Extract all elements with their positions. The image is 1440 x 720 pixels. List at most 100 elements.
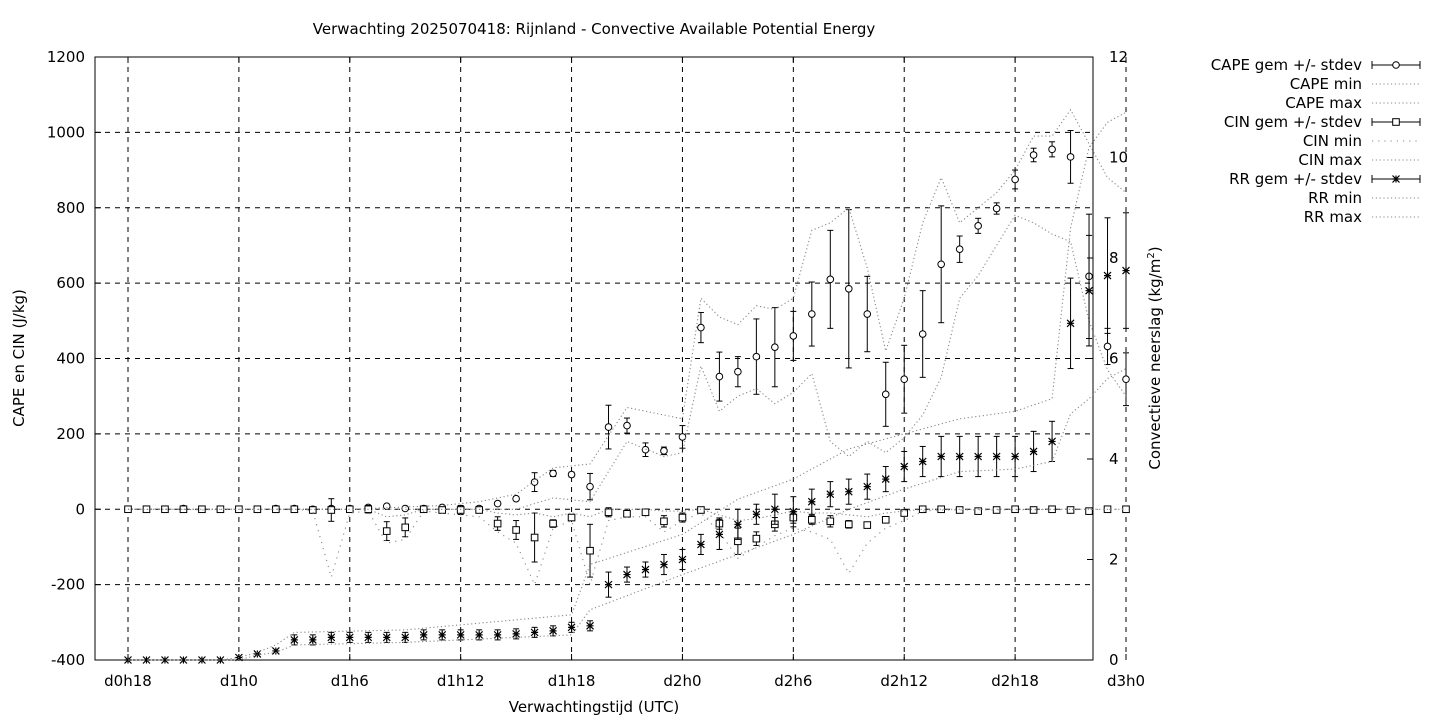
y2-axis-label-sup: 2	[1146, 252, 1157, 258]
data-point-star	[549, 626, 557, 635]
data-point-square	[604, 508, 613, 517]
x-tick-label: d2h0	[663, 672, 701, 690]
data-point-star	[641, 565, 650, 574]
series-cape-min	[128, 214, 1127, 510]
data-point-star	[475, 630, 484, 639]
data-point-circle	[586, 482, 594, 491]
series-line	[128, 111, 1127, 661]
data-point-square	[808, 516, 816, 524]
data-point-star	[290, 635, 299, 644]
data-point-square	[475, 506, 483, 514]
legend-label: CAPE min	[1290, 75, 1362, 93]
data-point-square	[1011, 505, 1019, 514]
data-point-square	[438, 506, 446, 514]
legend-label: CIN min	[1303, 132, 1362, 150]
data-point-star	[1103, 271, 1112, 280]
data-point-square	[142, 505, 151, 514]
data-point-circle	[530, 478, 539, 486]
data-point-star	[438, 630, 447, 639]
data-point-square	[290, 505, 299, 514]
series-rr-gem-stdev	[124, 212, 1130, 664]
data-point-star	[900, 462, 909, 471]
series-rr-min	[128, 368, 1127, 661]
data-point-star	[733, 520, 742, 529]
series-cin-gem-stdev	[124, 498, 1130, 578]
series-line	[128, 368, 1127, 661]
x-tick-label: d1h12	[437, 672, 485, 690]
data-point-star	[161, 656, 169, 664]
data-point-star	[216, 656, 225, 664]
y-tick-label: 600	[56, 274, 85, 292]
chart-title: Verwachting 2025070418: Rijnland - Conve…	[313, 20, 876, 38]
series-line	[128, 108, 1127, 510]
data-point-star	[364, 633, 373, 642]
y-tick-label: 200	[56, 425, 85, 443]
x-tick-label: d1h0	[220, 672, 258, 690]
x-tick-label: d2h18	[991, 672, 1039, 690]
data-point-star	[253, 650, 262, 658]
x-tick-label: d1h18	[548, 672, 596, 690]
data-point-star	[512, 629, 521, 638]
series-cin-min	[128, 508, 1127, 587]
data-point-square	[493, 519, 502, 528]
data-point-square	[1048, 505, 1056, 514]
data-point-circle	[863, 310, 872, 318]
data-point-circle	[1122, 375, 1130, 384]
data-point-circle	[567, 470, 576, 479]
data-point-star	[1066, 319, 1075, 328]
data-point-square	[826, 517, 835, 526]
data-series	[124, 108, 1130, 664]
data-point-circle	[1048, 145, 1056, 154]
data-point-circle	[623, 421, 631, 430]
data-point-square	[678, 513, 687, 522]
data-point-square	[992, 506, 1001, 514]
data-point-square	[974, 507, 982, 515]
data-point-star	[918, 457, 927, 466]
data-point-circle	[697, 323, 705, 332]
data-point-circle	[1011, 175, 1019, 184]
data-point-star	[401, 633, 410, 642]
data-point-star	[345, 633, 354, 642]
data-point-circle	[734, 367, 742, 376]
data-point-square	[161, 505, 169, 514]
data-point-star	[623, 570, 631, 579]
data-point-star	[937, 452, 946, 461]
legend-label: RR gem +/- stdev	[1229, 170, 1362, 188]
data-point-square	[900, 509, 909, 517]
data-point-square	[1085, 507, 1093, 515]
data-point-square	[401, 523, 410, 532]
y2-axis-label: Convectieve neerslag (kg/m2)	[1146, 246, 1164, 469]
y2-tick-label: 12	[1109, 48, 1128, 66]
data-point-circle	[789, 332, 798, 340]
data-point-star	[826, 490, 835, 499]
legend-label: CAPE max	[1285, 94, 1362, 112]
data-point-star	[660, 560, 668, 569]
x-tick-label: d2h6	[774, 672, 812, 690]
data-point-star	[752, 510, 761, 519]
data-point-circle	[1029, 151, 1038, 159]
data-point-square	[623, 509, 631, 518]
data-point-star	[1011, 452, 1020, 461]
data-point-square	[660, 517, 668, 526]
y-tick-label: 1000	[47, 123, 85, 141]
data-point-circle	[955, 245, 964, 254]
data-point-square	[1392, 118, 1400, 126]
plot-border	[94, 56, 1094, 661]
data-point-star	[271, 647, 280, 655]
data-point-square	[179, 505, 188, 514]
grid	[95, 57, 1127, 660]
data-point-star	[142, 656, 151, 664]
x-tick-label: d3h0	[1107, 672, 1145, 690]
data-point-square	[382, 527, 391, 535]
data-point-circle	[918, 330, 927, 338]
legend-label: CIN max	[1298, 151, 1362, 169]
data-point-star	[770, 505, 779, 514]
data-point-star	[881, 475, 890, 484]
y2-axis-label-end: )	[1146, 246, 1164, 252]
data-point-circle	[900, 375, 909, 384]
data-point-square	[198, 505, 206, 514]
x-axis-label: Verwachtingstijd (UTC)	[509, 698, 680, 716]
data-point-circle	[1103, 342, 1112, 351]
data-point-square	[1029, 506, 1038, 514]
